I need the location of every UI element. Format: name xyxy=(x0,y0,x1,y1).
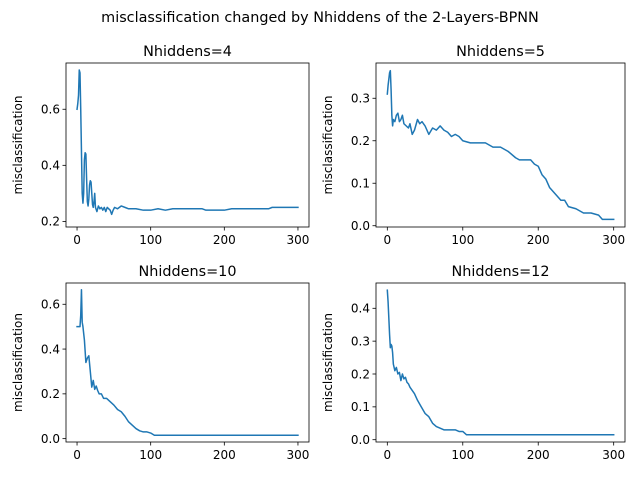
y-axis-label: misclassification xyxy=(11,313,25,412)
x-tick-label: 0 xyxy=(73,233,81,247)
subplot-1: 0 100 200 300 0.2 0.4 0.6 Nhiddens=4 misclassifi… xyxy=(11,44,309,247)
x-tick-label: 300 xyxy=(602,448,625,462)
y-tick-label: 0.3 xyxy=(351,334,370,348)
y-tick-label: 0.2 xyxy=(41,215,60,229)
y-tick-label: 0.2 xyxy=(351,367,370,381)
x-tick-label: 200 xyxy=(213,233,236,247)
x-tick-label: 100 xyxy=(451,448,474,462)
subplot-4: 0 100 200 300 0.0 0.1 0.2 0.3 0.4 Nhiddens=12 misc… xyxy=(321,264,626,462)
y-tick-label: 0.0 xyxy=(351,433,370,447)
x-tick-label: 200 xyxy=(527,233,550,247)
y-tick-label: 0.4 xyxy=(351,302,370,316)
series-line-2-1 xyxy=(386,69,615,221)
x-tick-label: 0 xyxy=(383,448,391,462)
y-axis-label: misclassification xyxy=(321,313,335,412)
subplot-title: Nhiddens=5 xyxy=(456,44,545,60)
axes-frame xyxy=(65,282,310,443)
y-tick-label: 0.4 xyxy=(41,159,60,173)
y-tick-label: 0.4 xyxy=(41,342,60,356)
x-tick-label: 200 xyxy=(527,448,550,462)
y-tick-label: 0.6 xyxy=(41,298,60,312)
x-tick-label: 0 xyxy=(383,233,391,247)
y-tick-label: 0.0 xyxy=(351,219,370,233)
series-line-3-1 xyxy=(76,288,299,437)
subplot-3: 0 100 200 300 0.0 0.2 0.4 0.6 Nhiddens=10 misclas… xyxy=(11,264,309,462)
y-tick-label: 0.6 xyxy=(41,103,60,117)
series-line-1-1 xyxy=(76,69,299,216)
y-tick-label: 0.2 xyxy=(351,134,370,148)
x-tick-label: 100 xyxy=(451,233,474,247)
y-tick-label: 0.2 xyxy=(41,387,60,401)
x-tick-label: 100 xyxy=(139,448,162,462)
y-axis-label: misclassification xyxy=(11,96,25,195)
subplot-title: Nhiddens=12 xyxy=(452,264,550,280)
y-tick-label: 0.1 xyxy=(351,400,370,414)
x-tick-label: 300 xyxy=(287,448,310,462)
y-tick-label: 0.3 xyxy=(351,92,370,106)
series-line-4-1 xyxy=(386,289,615,436)
subplot-2: 0 100 200 300 0.0 0.1 0.2 0.3 Nhiddens=5 misclass… xyxy=(321,44,626,247)
x-tick-label: 0 xyxy=(73,448,81,462)
x-tick-label: 100 xyxy=(139,233,162,247)
y-tick-label: 0.0 xyxy=(41,432,60,446)
subplot-title: Nhiddens=4 xyxy=(143,44,232,60)
subplot-title: Nhiddens=10 xyxy=(139,264,237,280)
x-tick-label: 200 xyxy=(213,448,236,462)
x-tick-label: 300 xyxy=(602,233,625,247)
axes-frame xyxy=(375,62,626,228)
y-axis-label: misclassification xyxy=(321,96,335,195)
subplots-grid: 0 100 200 300 0.2 0.4 0.6 Nhiddens=4 misclassifi… xyxy=(11,44,626,462)
x-tick-label: 300 xyxy=(287,233,310,247)
y-tick-label: 0.1 xyxy=(351,177,370,191)
figure-suptitle: misclassification changed by Nhiddens of… xyxy=(101,10,539,26)
axes-frame xyxy=(65,62,310,228)
axes-frame xyxy=(375,282,626,443)
